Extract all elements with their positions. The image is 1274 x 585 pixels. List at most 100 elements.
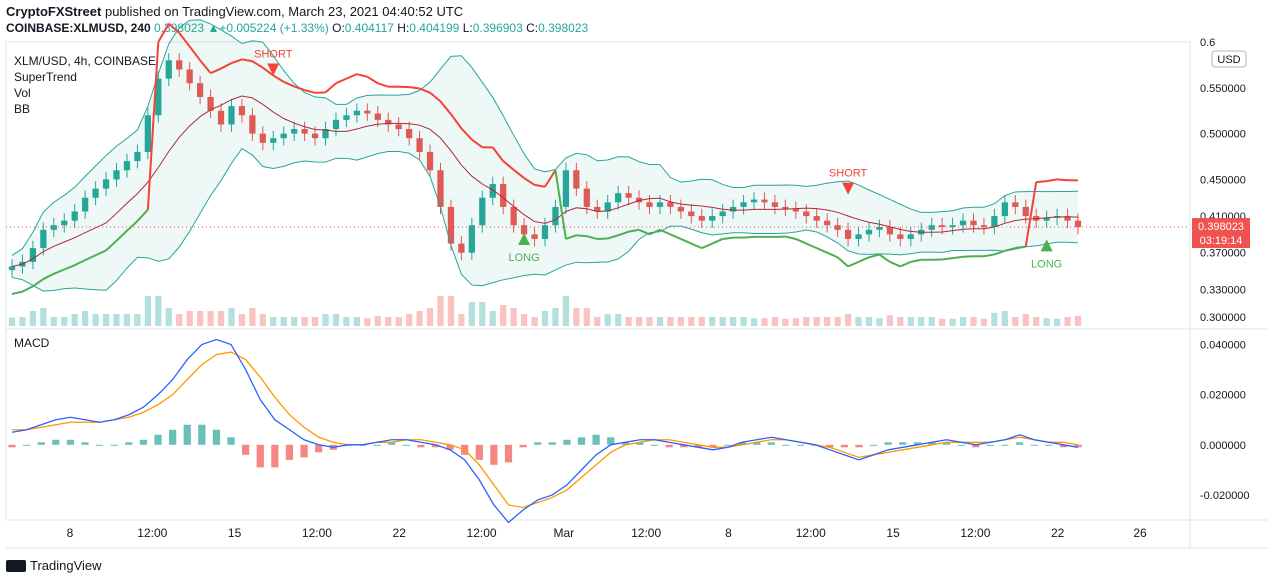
volume-bar (113, 314, 120, 326)
macd-histogram-bar (534, 442, 542, 445)
volume-bar (123, 314, 131, 326)
macd-histogram-bar (198, 424, 206, 445)
currency-button[interactable] (1211, 50, 1247, 68)
volume-bar (594, 317, 601, 326)
volume-bar (698, 317, 705, 326)
supertrend-segment (836, 256, 849, 268)
supertrend-segment (942, 257, 953, 261)
time-tick-label: 12:00 (137, 526, 167, 540)
candle-body (520, 225, 528, 235)
legend-supertrend[interactable]: SuperTrend (14, 70, 77, 84)
author-name[interactable]: CryptoFXStreet (6, 4, 102, 19)
macd-histogram-bar (855, 444, 863, 448)
volume-bar (29, 311, 37, 326)
candle-body (615, 193, 622, 203)
volume-bar (562, 296, 570, 326)
legend-bb[interactable]: BB (14, 102, 31, 116)
volume-bar (92, 314, 99, 326)
volume-bar (709, 317, 716, 326)
supertrend-segment (429, 91, 442, 103)
macd-histogram-bar (928, 442, 936, 445)
macd-histogram-bar (694, 444, 702, 448)
price-tick-label: 0.6 (1200, 37, 1215, 49)
volume-bar (301, 317, 308, 326)
supertrend-segment (283, 80, 295, 88)
volume-bar (1001, 311, 1008, 326)
supertrend-segment (251, 60, 264, 69)
macd-histogram-bar (81, 442, 89, 445)
macd-histogram-bar (504, 444, 513, 463)
macd-histogram-bar (665, 444, 673, 448)
supertrend-segment (680, 238, 692, 245)
candle-body (1012, 202, 1019, 207)
change-value: +0.005224 (+1.33%) (219, 21, 329, 35)
candle-body (280, 133, 287, 139)
supertrend-segment (617, 230, 629, 237)
volume-bar (291, 317, 298, 326)
volume-bar (144, 296, 151, 326)
supertrend-segment (899, 260, 912, 268)
candle-body (1043, 217, 1050, 221)
candle-body (510, 206, 517, 226)
candle-body (176, 60, 183, 70)
macd-histogram-bar (621, 442, 629, 445)
legend-macd[interactable]: MACD (14, 336, 50, 350)
candle-body (709, 216, 716, 221)
price-tick-label: 0.450000 (1200, 174, 1246, 186)
candle-body (217, 110, 225, 125)
supertrend-segment (983, 253, 995, 258)
macd-histogram-bar (431, 444, 440, 448)
currency-label[interactable]: USD (1217, 54, 1240, 66)
macd-histogram-bar (271, 444, 279, 468)
supertrend-segment (157, 23, 170, 43)
short-label: SHORT (254, 48, 293, 60)
time-tick-label: 26 (1133, 526, 1147, 540)
candle-body (50, 225, 57, 230)
candle-body (907, 234, 914, 239)
volume-bar (615, 314, 622, 326)
volume-bar (1064, 317, 1071, 326)
candle-body (134, 151, 141, 162)
volume-bar (1043, 318, 1050, 326)
candle-body (447, 206, 455, 244)
supertrend-segment (523, 177, 536, 186)
footer-brand[interactable]: TradingView (30, 558, 102, 573)
macd-histogram-bar (796, 444, 805, 446)
price-tick-label: 0.500000 (1200, 129, 1246, 141)
legend-vol[interactable]: Vol (14, 86, 31, 100)
close-value: 0.398023 (538, 21, 589, 35)
bollinger-band-fill (12, 19, 1078, 292)
supertrend-segment (722, 236, 734, 240)
volume-bar (332, 314, 340, 326)
candle-body (844, 229, 852, 239)
candle-body (1064, 216, 1071, 221)
candle-body (343, 115, 350, 120)
volume-bar (876, 318, 883, 326)
macd-tick-label: 0.040000 (1200, 340, 1246, 352)
legend-symbol[interactable]: XLM/USD, 4h, COINBASE (14, 54, 157, 68)
volume-bar (71, 314, 78, 326)
supertrend-segment (439, 100, 452, 115)
volume-bar (364, 318, 371, 326)
volume-bar (1074, 315, 1082, 326)
supertrend-segment (146, 41, 160, 210)
supertrend-segment (816, 247, 828, 254)
supertrend-segment (21, 285, 34, 293)
volume-bar (353, 317, 361, 326)
candle-body (729, 206, 737, 212)
supertrend-segment (785, 235, 797, 240)
volume-bar (761, 318, 768, 326)
candle-body (1001, 202, 1008, 217)
supertrend-segment (1057, 178, 1068, 182)
volume-bar (625, 317, 632, 326)
supertrend-segment (272, 74, 285, 83)
volume-bar (865, 317, 873, 326)
short-label: SHORT (829, 168, 868, 180)
candle-body (92, 188, 99, 198)
supertrend-segment (366, 75, 379, 85)
macd-histogram-bar (592, 434, 600, 445)
volume-bar (604, 314, 611, 326)
volume-bar (395, 317, 402, 326)
supertrend-segment (607, 234, 619, 240)
